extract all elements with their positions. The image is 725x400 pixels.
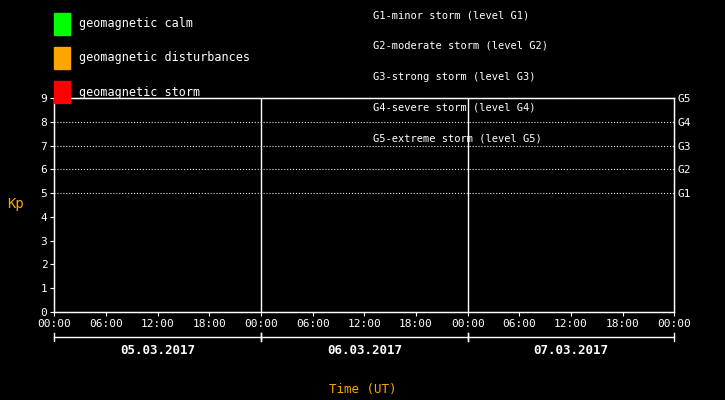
Text: G1-minor storm (level G1): G1-minor storm (level G1) bbox=[373, 10, 530, 20]
Text: 05.03.2017: 05.03.2017 bbox=[120, 344, 195, 357]
Text: Time (UT): Time (UT) bbox=[328, 384, 397, 396]
Text: geomagnetic storm: geomagnetic storm bbox=[79, 86, 200, 98]
Text: geomagnetic disturbances: geomagnetic disturbances bbox=[79, 52, 250, 64]
Text: G5-extreme storm (level G5): G5-extreme storm (level G5) bbox=[373, 133, 542, 143]
Text: 07.03.2017: 07.03.2017 bbox=[534, 344, 608, 357]
Text: 06.03.2017: 06.03.2017 bbox=[327, 344, 402, 357]
Text: G2-moderate storm (level G2): G2-moderate storm (level G2) bbox=[373, 41, 548, 51]
Text: G3-strong storm (level G3): G3-strong storm (level G3) bbox=[373, 72, 536, 82]
Text: G4-severe storm (level G4): G4-severe storm (level G4) bbox=[373, 102, 536, 112]
Text: Kp: Kp bbox=[7, 197, 25, 211]
Text: geomagnetic calm: geomagnetic calm bbox=[79, 18, 193, 30]
